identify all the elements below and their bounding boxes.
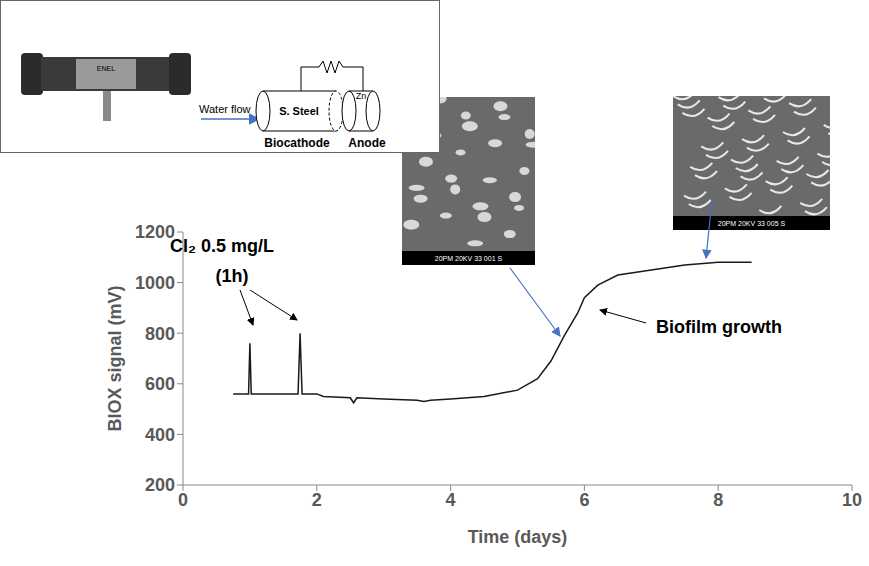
svg-text:1200: 1200: [135, 222, 175, 242]
svg-text:400: 400: [145, 425, 175, 445]
svg-text:S. Steel: S. Steel: [279, 105, 319, 117]
svg-text:20PM 20KV 33 001 S: 20PM 20KV 33 001 S: [435, 255, 503, 262]
svg-text:0: 0: [178, 490, 188, 510]
svg-text:ENEL: ENEL: [97, 65, 115, 72]
svg-text:1000: 1000: [135, 273, 175, 293]
svg-text:600: 600: [145, 374, 175, 394]
svg-text:Anode: Anode: [348, 136, 386, 150]
svg-text:Cl₂ 0.5 mg/L: Cl₂ 0.5 mg/L: [170, 236, 274, 256]
svg-text:8: 8: [713, 490, 723, 510]
svg-text:Biofilm growth: Biofilm growth: [656, 317, 782, 337]
svg-text:BIOX signal (mV): BIOX signal (mV): [105, 285, 125, 431]
svg-text:200: 200: [145, 475, 175, 495]
svg-text:6: 6: [579, 490, 589, 510]
svg-text:Biocathode: Biocathode: [264, 136, 330, 150]
svg-text:Time (days): Time (days): [468, 527, 568, 547]
svg-text:10: 10: [842, 490, 862, 510]
svg-text:Zn: Zn: [356, 91, 367, 101]
svg-text:20PM 20KV 33 005 S: 20PM 20KV 33 005 S: [718, 220, 786, 227]
svg-text:4: 4: [446, 490, 456, 510]
svg-text:(1h): (1h): [216, 266, 249, 286]
svg-text:2: 2: [312, 490, 322, 510]
svg-text:800: 800: [145, 324, 175, 344]
svg-text:Water flow: Water flow: [199, 103, 251, 115]
